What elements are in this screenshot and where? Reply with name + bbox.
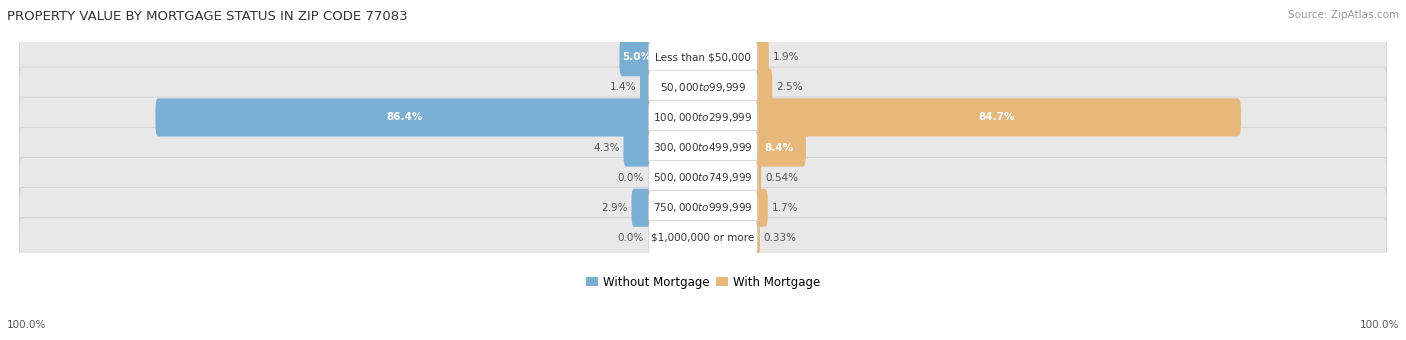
Text: 5.0%: 5.0% <box>621 52 651 62</box>
Text: $300,000 to $499,999: $300,000 to $499,999 <box>654 141 752 154</box>
FancyBboxPatch shape <box>620 38 654 76</box>
Text: 0.0%: 0.0% <box>617 233 644 243</box>
Text: 1.9%: 1.9% <box>773 52 799 62</box>
FancyBboxPatch shape <box>648 190 758 225</box>
FancyBboxPatch shape <box>752 129 806 167</box>
Text: $500,000 to $749,999: $500,000 to $749,999 <box>654 171 752 184</box>
FancyBboxPatch shape <box>752 38 769 76</box>
FancyBboxPatch shape <box>20 67 1386 108</box>
FancyBboxPatch shape <box>20 127 1386 168</box>
FancyBboxPatch shape <box>752 68 772 106</box>
FancyBboxPatch shape <box>20 97 1386 138</box>
Text: 0.54%: 0.54% <box>765 173 799 183</box>
Text: $100,000 to $299,999: $100,000 to $299,999 <box>654 111 752 124</box>
Text: 2.9%: 2.9% <box>600 203 627 213</box>
FancyBboxPatch shape <box>631 189 654 227</box>
FancyBboxPatch shape <box>648 40 758 74</box>
Text: 1.4%: 1.4% <box>610 82 636 92</box>
Text: $1,000,000 or more: $1,000,000 or more <box>651 233 755 243</box>
Legend: Without Mortgage, With Mortgage: Without Mortgage, With Mortgage <box>581 271 825 293</box>
FancyBboxPatch shape <box>20 218 1386 258</box>
FancyBboxPatch shape <box>20 187 1386 228</box>
Text: 2.5%: 2.5% <box>776 82 803 92</box>
FancyBboxPatch shape <box>752 98 1241 136</box>
Text: 86.4%: 86.4% <box>387 113 423 122</box>
Text: 0.0%: 0.0% <box>617 173 644 183</box>
FancyBboxPatch shape <box>648 160 758 195</box>
Text: Less than $50,000: Less than $50,000 <box>655 52 751 62</box>
FancyBboxPatch shape <box>20 157 1386 198</box>
FancyBboxPatch shape <box>648 221 758 255</box>
Text: 1.7%: 1.7% <box>772 203 799 213</box>
FancyBboxPatch shape <box>752 219 759 257</box>
FancyBboxPatch shape <box>648 100 758 135</box>
Text: 100.0%: 100.0% <box>1360 320 1399 330</box>
FancyBboxPatch shape <box>623 129 654 167</box>
FancyBboxPatch shape <box>20 37 1386 78</box>
Text: $50,000 to $99,999: $50,000 to $99,999 <box>659 81 747 94</box>
Text: $750,000 to $999,999: $750,000 to $999,999 <box>654 201 752 214</box>
Text: 100.0%: 100.0% <box>7 320 46 330</box>
FancyBboxPatch shape <box>752 159 761 197</box>
Text: 4.3%: 4.3% <box>593 142 620 153</box>
Text: 0.33%: 0.33% <box>763 233 797 243</box>
Text: PROPERTY VALUE BY MORTGAGE STATUS IN ZIP CODE 77083: PROPERTY VALUE BY MORTGAGE STATUS IN ZIP… <box>7 10 408 23</box>
FancyBboxPatch shape <box>752 189 768 227</box>
FancyBboxPatch shape <box>648 70 758 105</box>
FancyBboxPatch shape <box>640 68 654 106</box>
FancyBboxPatch shape <box>156 98 654 136</box>
Text: Source: ZipAtlas.com: Source: ZipAtlas.com <box>1288 10 1399 20</box>
Text: 8.4%: 8.4% <box>765 142 794 153</box>
Text: 84.7%: 84.7% <box>979 113 1015 122</box>
FancyBboxPatch shape <box>648 130 758 165</box>
